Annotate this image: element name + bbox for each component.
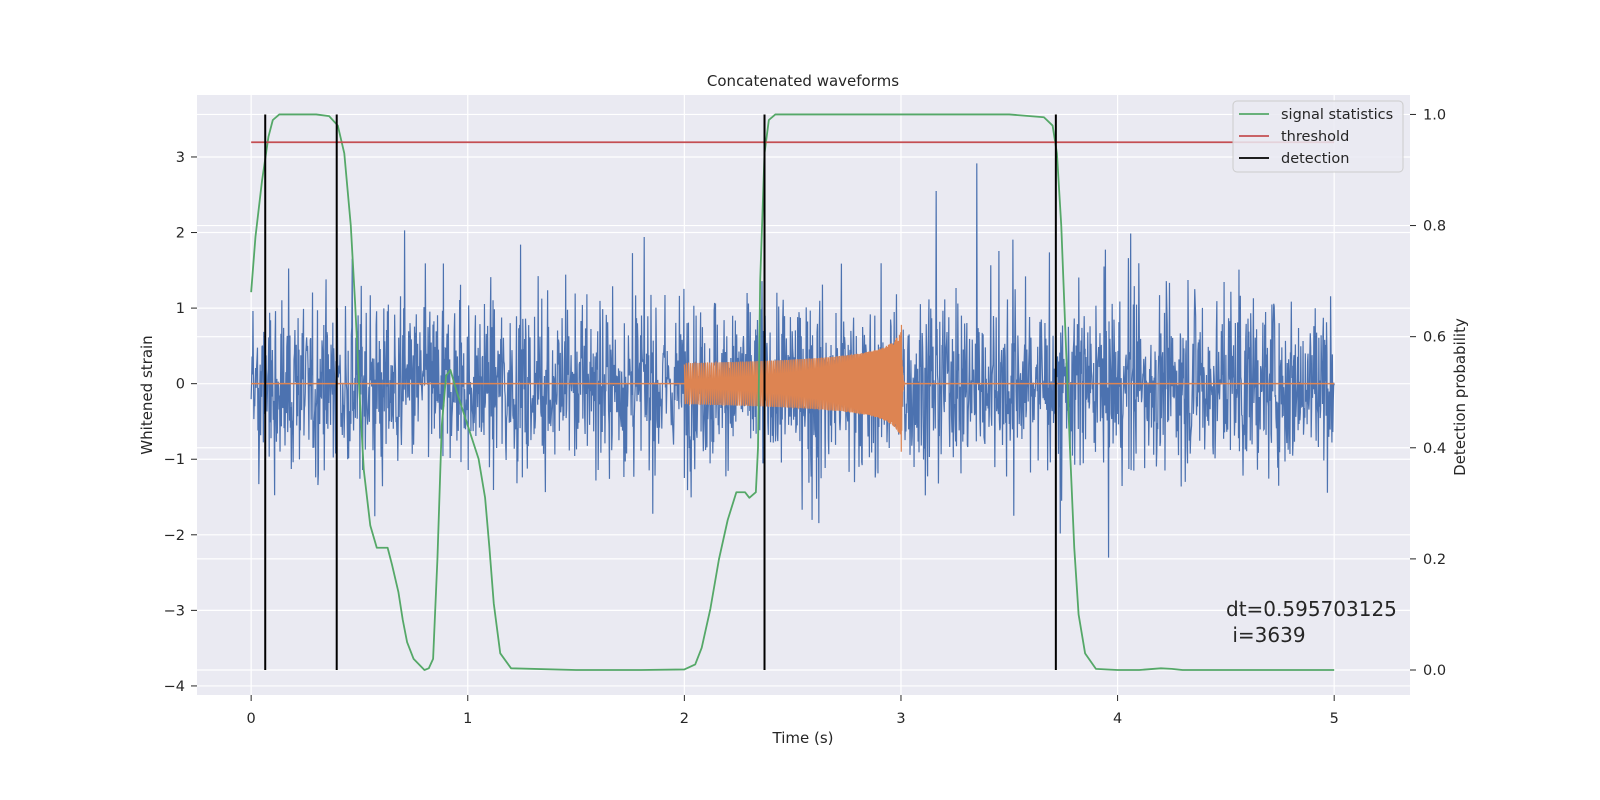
y-axis-ticks: 3 2 1 0 −1 −2 −3 −4 [164,150,197,695]
y2-axis-label: Detection probability [1451,318,1469,476]
y-tick-label: 3 [176,150,185,166]
y-axis-label: Whitened strain [138,335,156,454]
legend-box [1232,100,1404,173]
x-tick-label: 5 [1330,711,1339,727]
x-tick-label: 1 [463,711,472,727]
annotation-index: i=3639 [1226,623,1306,647]
y2-tick-label: 0.6 [1423,330,1446,346]
annotation-dt: dt=0.595703125 [1226,597,1397,621]
injected-chirp-series [251,324,1335,452]
signal-statistics-line [250,113,1335,671]
y2-axis-ticks: 1.0 0.8 0.6 0.4 0.2 0.0 [1410,107,1446,679]
legend-label-detection: detection [1281,151,1349,167]
y-tick-label: 2 [176,226,185,242]
y-tick-label: −3 [164,603,185,619]
y-tick-label: 1 [176,301,185,317]
grid-lines [197,95,1410,695]
y-tick-label: −2 [164,528,185,544]
x-tick-label: 0 [247,711,256,727]
y2-tick-label: 1.0 [1423,107,1446,123]
y2-tick-label: 0.4 [1423,441,1446,457]
y-tick-label: −1 [164,452,185,468]
strain-noise-series [250,163,1335,558]
x-axis-ticks: 0 1 2 3 4 5 [247,695,1339,727]
x-tick-label: 2 [680,711,689,727]
x-tick-label: 3 [896,711,905,727]
signal-statistics-series [250,113,1335,671]
y-tick-label: −4 [164,679,185,695]
legend-label-signal-statistics: signal statistics [1281,107,1393,123]
legend: signal statistics threshold detection [1232,100,1404,173]
strain-noise-line [250,163,1335,558]
y2-tick-label: 0.8 [1423,219,1446,235]
x-tick-label: 4 [1113,711,1122,727]
chart-title: Concatenated waveforms [707,72,899,90]
y2-tick-label: 0.0 [1423,663,1446,679]
x-axis-label: Time (s) [772,729,834,747]
dt-annotation: dt=0.595703125 i=3639 [1226,597,1397,647]
y-tick-label: 0 [176,377,185,393]
y2-tick-label: 0.2 [1423,552,1446,568]
detection-series [264,114,1057,670]
injected-chirp-line [683,324,907,452]
legend-label-threshold: threshold [1281,129,1349,145]
